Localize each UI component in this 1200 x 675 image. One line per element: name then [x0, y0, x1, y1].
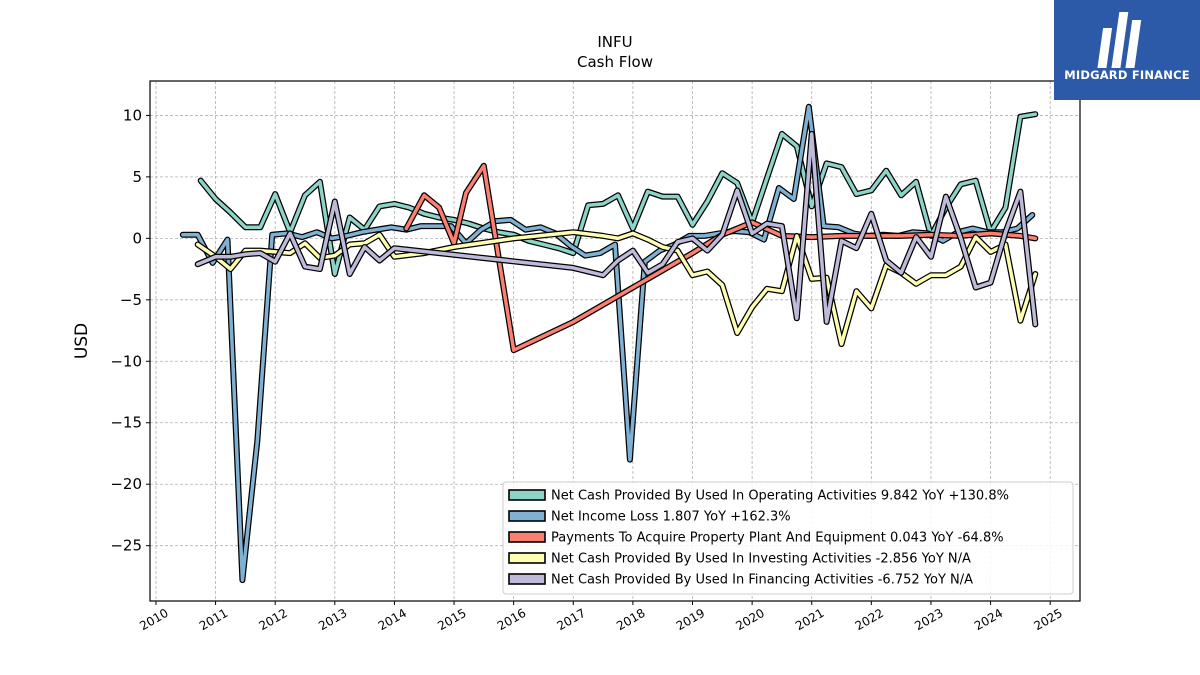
x-tick-label: 2014 — [376, 606, 409, 633]
x-tick-label: 2011 — [197, 606, 230, 633]
x-tick-label: 2015 — [435, 606, 468, 633]
x-tick-label: 2023 — [912, 606, 945, 633]
legend-box — [502, 481, 1074, 595]
legend-swatch — [508, 552, 546, 564]
chart-title: INFU — [597, 33, 632, 51]
chart-subtitle: Cash Flow — [577, 53, 653, 71]
legend-swatch — [508, 510, 546, 522]
x-tick-label: 2022 — [853, 606, 886, 633]
series-line — [195, 230, 1038, 346]
y-tick-label: 0 — [132, 229, 142, 247]
legend-swatch — [508, 531, 546, 543]
y-tick-label: −20 — [110, 475, 142, 493]
x-tick-label: 2016 — [495, 606, 528, 633]
x-tick-label: 2024 — [972, 606, 1005, 633]
x-tick-label: 2020 — [733, 606, 766, 633]
brand-logo: MIDGARD FINANCE — [1054, 0, 1200, 100]
legend-entry: Net Cash Provided By Used In Operating A… — [551, 489, 1009, 504]
midgard-m-icon — [1097, 12, 1142, 68]
y-tick-label: −25 — [110, 537, 142, 555]
y-tick-label: −15 — [110, 414, 142, 432]
x-tick-label: 2018 — [614, 606, 647, 633]
y-axis-label: USD — [72, 323, 92, 359]
x-tick-label: 2012 — [256, 606, 289, 633]
legend-entry: Payments To Acquire Property Plant And E… — [551, 531, 1004, 546]
x-tick-label: 2019 — [674, 606, 707, 633]
brand-name: MIDGARD FINANCE — [1064, 68, 1190, 82]
legend-entry: Net Cash Provided By Used In Financing A… — [551, 573, 973, 588]
legend: Net Cash Provided By Used In Operating A… — [502, 481, 1074, 595]
y-tick-label: 5 — [132, 168, 142, 186]
plot-frame — [149, 80, 1081, 602]
series-line — [404, 164, 1038, 352]
x-tick-label: 2013 — [316, 606, 349, 633]
legend-entry: Net Cash Provided By Used In Investing A… — [551, 552, 971, 567]
y-tick-label: 10 — [123, 106, 142, 124]
x-tick-label: 2017 — [555, 606, 588, 633]
y-tick-label: −10 — [110, 352, 142, 370]
legend-swatch — [508, 489, 546, 501]
legend-entry: Net Income Loss 1.807 YoY +162.3% — [551, 510, 791, 525]
y-tick-label: −5 — [120, 291, 142, 309]
x-tick-label: 2025 — [1031, 606, 1064, 633]
x-tick-label: 2010 — [137, 606, 170, 633]
series-lines — [179, 103, 1039, 584]
x-tick-label: 2021 — [793, 606, 826, 633]
series-line — [195, 132, 1038, 327]
legend-swatch — [508, 573, 546, 585]
